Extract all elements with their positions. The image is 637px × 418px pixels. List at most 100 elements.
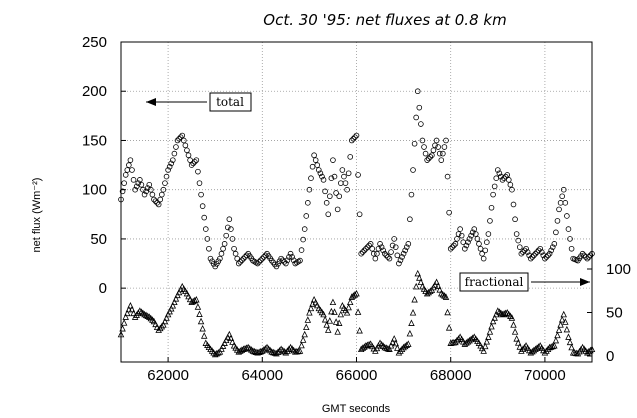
fractional-flux-point xyxy=(249,347,257,354)
total-flux-point xyxy=(341,173,347,180)
total-flux-point xyxy=(427,154,434,160)
fractional-flux-point xyxy=(304,316,312,323)
total-flux-point xyxy=(399,254,405,260)
fractional-flux-point xyxy=(453,336,461,344)
total-flux-point xyxy=(484,239,490,246)
total-flux-point xyxy=(587,252,594,259)
total-flux-point xyxy=(173,144,179,150)
fractional-flux-point xyxy=(127,302,134,309)
fractional-flux-point xyxy=(191,296,199,304)
total-flux-point xyxy=(507,181,514,188)
total-flux-point xyxy=(372,255,379,262)
total-flux-point xyxy=(305,200,311,206)
total-flux-point xyxy=(416,104,423,111)
total-flux-point xyxy=(410,167,416,173)
fractional-flux-point xyxy=(417,278,425,286)
y2-tick-label: 100 xyxy=(606,261,631,278)
total-flux-point xyxy=(177,134,184,140)
total-flux-point xyxy=(168,160,175,167)
fractional-flux-point xyxy=(161,317,169,325)
total-flux-point xyxy=(509,186,515,193)
fractional-flux-point xyxy=(521,343,528,351)
total-flux-point xyxy=(223,232,229,239)
total-flux-point xyxy=(121,180,127,186)
fractional-flux-point xyxy=(139,309,147,317)
total-flux-point xyxy=(298,247,305,253)
total-flux-point xyxy=(380,247,386,254)
fractional-flux-point xyxy=(452,338,459,346)
total-flux-point xyxy=(319,173,325,180)
total-flux-point xyxy=(179,132,186,139)
total-flux-point xyxy=(488,204,495,211)
total-flux-point xyxy=(118,196,124,203)
total-flux-point xyxy=(220,245,226,252)
fractional-flux-point xyxy=(511,328,519,335)
fractional-flux-point xyxy=(243,344,250,351)
total-flux-point xyxy=(174,137,181,144)
fractional-flux-point xyxy=(196,310,203,317)
total-flux-point xyxy=(496,170,503,177)
total-flux-point xyxy=(184,147,190,154)
total-arrowhead xyxy=(146,98,156,106)
y2-tick-label: 50 xyxy=(606,305,623,322)
total-flux-point xyxy=(188,162,195,168)
y-tick-label: 200 xyxy=(82,83,107,100)
x-tick-label: 64000 xyxy=(241,367,283,384)
fractional-flux-point xyxy=(337,310,345,318)
total-flux-point xyxy=(513,231,520,237)
fractional-flux-point xyxy=(332,318,340,325)
total-flux-point xyxy=(562,200,569,206)
total-flux-point xyxy=(449,244,456,250)
fractional-flux-point xyxy=(587,346,594,354)
total-flux-point xyxy=(466,236,473,242)
total-flux-point xyxy=(523,245,529,252)
fractional-flux-point xyxy=(510,321,517,328)
y-tick-label: 0 xyxy=(99,280,107,297)
fractional-flux-point xyxy=(427,287,434,295)
total-flux-point xyxy=(369,245,376,252)
total-flux-point xyxy=(356,211,363,218)
fractional-flux-point xyxy=(144,312,151,319)
fractional-flux-point xyxy=(565,333,572,340)
total-flux-point xyxy=(132,186,138,193)
total-flux-point xyxy=(157,196,164,203)
fractional-flux-point xyxy=(171,298,178,306)
total-flux-point xyxy=(162,180,168,186)
total-flux-point xyxy=(181,137,187,144)
total-flux-point xyxy=(297,257,303,264)
y-tick-label: 50 xyxy=(90,231,107,248)
total-flux-point xyxy=(309,163,316,170)
total-flux-point xyxy=(366,242,372,249)
total-flux-point xyxy=(422,150,429,157)
total-flux-point xyxy=(549,244,556,250)
fractional-flux-point xyxy=(555,326,563,333)
total-flux-point xyxy=(278,255,284,262)
fractional-flux-point xyxy=(141,310,148,318)
total-flux-point xyxy=(455,231,462,237)
fractional-flux-point xyxy=(411,295,418,303)
total-flux-point xyxy=(527,255,534,262)
total-flux-point xyxy=(582,254,589,260)
total-flux-point xyxy=(201,214,208,221)
fractional-flux-point xyxy=(227,334,235,342)
total-flux-point xyxy=(405,241,412,247)
fractional-flux-point xyxy=(130,309,137,317)
fractional-flux-point xyxy=(282,349,290,356)
total-flux-point xyxy=(408,191,415,198)
fractional-flux-point xyxy=(480,347,487,354)
total-flux-point xyxy=(325,211,332,218)
fractional-flux-point xyxy=(390,335,398,342)
total-flux-point xyxy=(447,245,454,252)
fractional-flux-point xyxy=(296,347,304,354)
total-flux-point xyxy=(182,142,189,149)
fractional-flux-point xyxy=(328,307,335,315)
total-flux-point xyxy=(289,254,295,260)
total-flux-point xyxy=(196,180,203,186)
fractional-flux-point xyxy=(397,347,404,354)
total-flux-point xyxy=(218,250,225,257)
total-flux-point xyxy=(378,244,385,250)
total-flux-point xyxy=(510,201,517,208)
total-flux-point xyxy=(146,181,153,188)
total-flux-point xyxy=(367,241,374,247)
x-tick-label: 62000 xyxy=(147,367,189,384)
